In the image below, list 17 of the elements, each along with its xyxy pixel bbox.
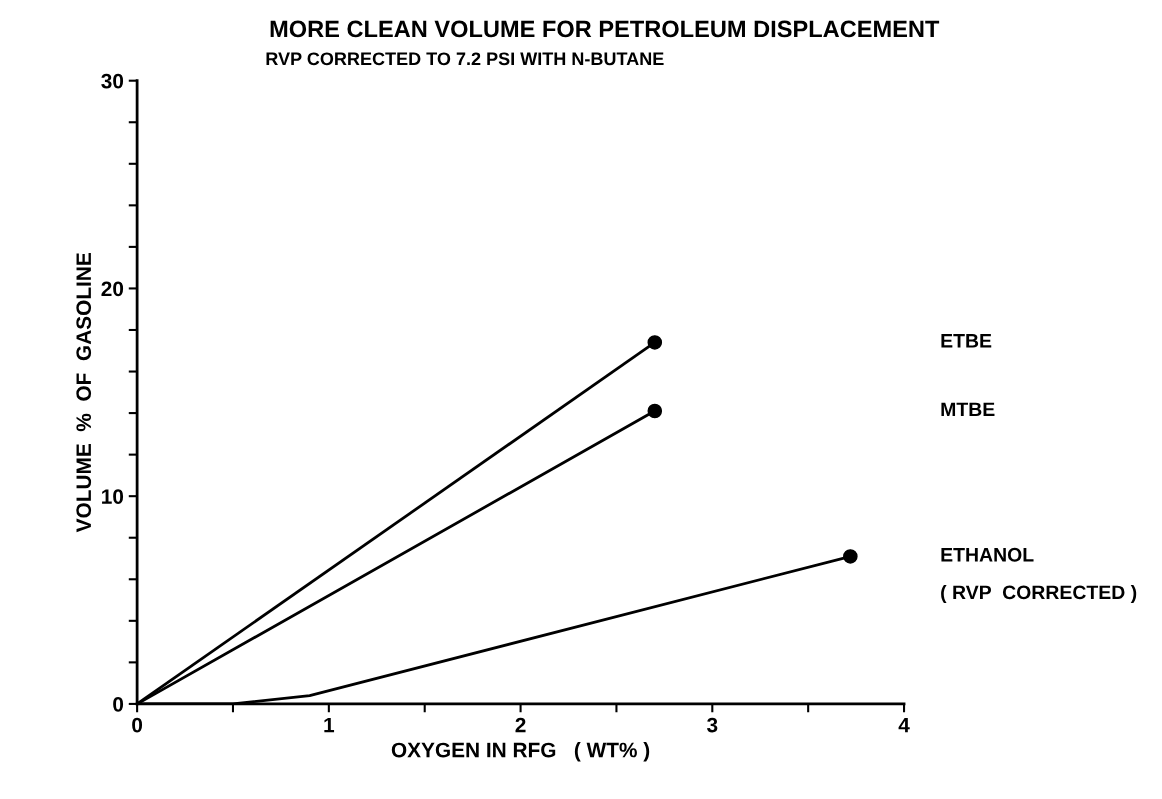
y-tick-label: 10: [102, 489, 124, 504]
x-tick-label: 4: [898, 717, 910, 733]
chart-title: MORE CLEAN VOLUME FOR PETROLEUM DISPLACEMENT: [270, 20, 940, 38]
chart-subtitle: RVP CORRECTED TO 7.2 PSI WITH N-BUTANE: [266, 52, 664, 66]
y-tick-label: 0: [113, 696, 124, 712]
text: MTBE: [941, 402, 995, 417]
x-tick-label: 3: [706, 717, 718, 733]
x-axis-title: OXYGEN IN RFG ( WT% ): [391, 742, 650, 762]
text: ETHANOL: [941, 547, 1034, 562]
text: ( RVP CORRECTED ): [941, 584, 1137, 604]
y-tick-label: 30: [101, 73, 124, 89]
text: ETBE: [941, 334, 992, 348]
y-tick-label: 20: [101, 281, 124, 297]
x-tick-label: 2: [515, 717, 526, 733]
x-tick-label: 1: [324, 717, 335, 733]
x-tick-label: 0: [132, 717, 143, 733]
y-axis-title: VOLUME % OF GASOLINE: [76, 253, 92, 533]
